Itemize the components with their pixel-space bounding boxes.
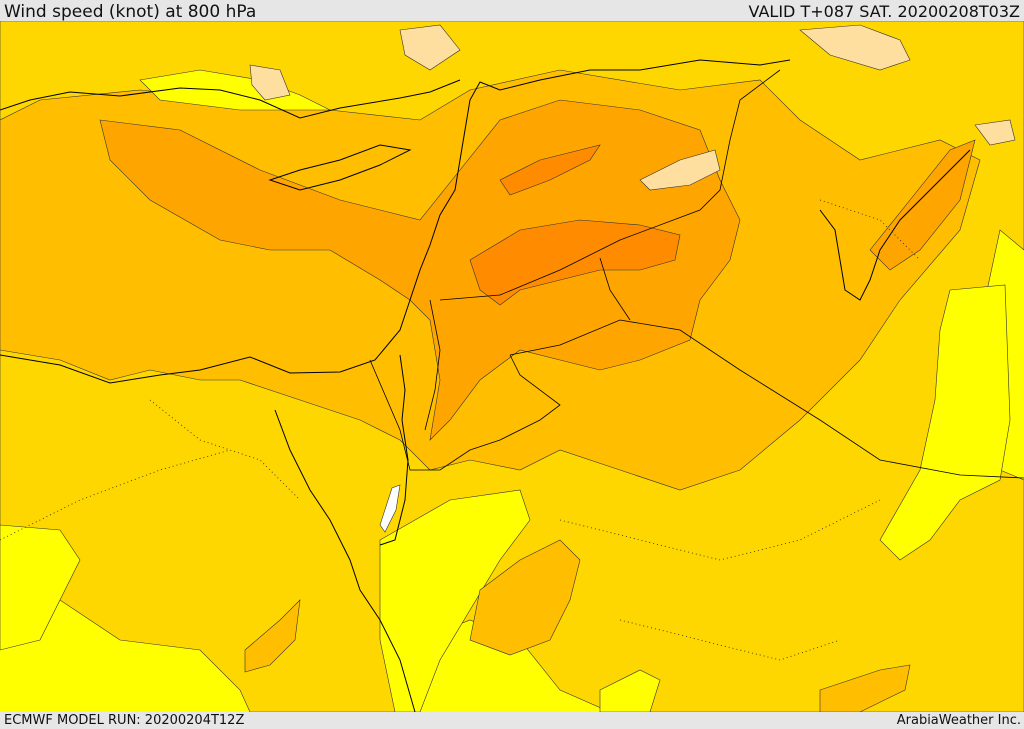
band-lightest-3 xyxy=(249,64,291,101)
band-yellow-south xyxy=(379,489,531,712)
internal-boundaries xyxy=(0,199,921,661)
map-title: Wind speed (knot) at 800 hPa xyxy=(4,2,257,22)
band-orange-ne xyxy=(869,139,976,271)
credit-label: ArabiaWeather Inc. xyxy=(896,713,1021,728)
band-amber-south-1 xyxy=(469,539,581,656)
band-darkorange-north xyxy=(499,144,601,196)
valid-time: VALID T+087 SAT. 20200208T03Z xyxy=(748,2,1020,21)
band-lightest-2 xyxy=(799,24,911,71)
band-yellow-southcentral xyxy=(599,669,661,712)
band-yellow-north xyxy=(139,69,331,111)
band-yellow-east xyxy=(879,284,1011,561)
wind-speed-map xyxy=(0,21,1024,712)
band-amber-south-3 xyxy=(244,599,301,673)
band-yellow-southwest xyxy=(0,524,81,651)
band-lightest-4 xyxy=(399,24,461,71)
country-borders xyxy=(369,69,1024,479)
band-lightest-1 xyxy=(639,149,721,191)
white-patch xyxy=(379,484,401,533)
band-lightest-5 xyxy=(974,119,1016,146)
model-run-label: ECMWF MODEL RUN: 20200204T12Z xyxy=(4,713,245,728)
footer-bar xyxy=(0,712,1024,729)
header-bar xyxy=(0,0,1024,21)
band-amber-south-2 xyxy=(819,664,911,712)
coastlines xyxy=(0,59,971,712)
